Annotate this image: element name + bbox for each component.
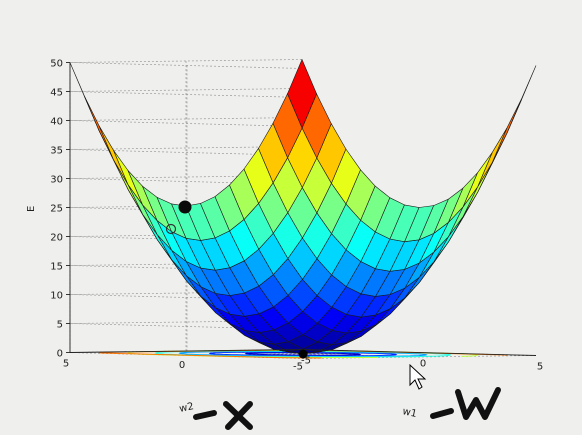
minimum-point-marker (298, 349, 308, 359)
z-tick-label: 0 (57, 349, 63, 360)
surface-patch (462, 152, 493, 208)
z-tick-label: 45 (50, 88, 63, 99)
w1-tick-label: -5 (301, 356, 311, 367)
z-axis-label: E (26, 206, 37, 212)
z-tick-label: 30 (50, 175, 63, 186)
handwritten-minus-w (430, 387, 501, 420)
z-tick-label: 35 (50, 146, 63, 157)
grid-line (69, 146, 305, 156)
grid-line (69, 88, 305, 98)
z-tick-label: 40 (50, 117, 63, 128)
surface-patch (477, 128, 508, 188)
markers (165, 200, 308, 359)
surface-patch (98, 125, 129, 185)
grid-line (69, 59, 305, 69)
grid-line (69, 117, 305, 127)
filled-point-marker (178, 200, 192, 214)
surface-patch (492, 98, 522, 163)
grid-line (69, 175, 305, 185)
mouse-pointer-icon (409, 363, 427, 390)
z-tick-label: 5 (57, 320, 63, 331)
w2-tick-label: 5 (63, 359, 69, 370)
z-tick-label: 25 (50, 204, 63, 215)
w1-axis-line (301, 349, 537, 356)
mouse-pointer-icon (409, 363, 427, 390)
w1-axis-label: w1 (401, 406, 418, 420)
w2-tick-label: 0 (179, 360, 185, 371)
z-tick-label: 10 (50, 291, 63, 302)
z-tick-label: 15 (50, 262, 63, 273)
handwritten-annotations (193, 387, 501, 430)
hollow-point-marker (165, 223, 177, 235)
handwritten-minus-x (193, 401, 253, 430)
contour-line (244, 352, 362, 356)
w2-tick-label: -5 (293, 362, 303, 373)
w1-tick-label: 0 (420, 359, 426, 370)
contour-line (208, 351, 398, 357)
surface-patch (287, 58, 317, 129)
z-tick-label: 20 (50, 233, 63, 244)
surface-mesh (69, 58, 537, 355)
w1-tick-label: 5 (537, 362, 543, 373)
grid-line (69, 320, 305, 330)
z-tick-label: 50 (50, 59, 63, 70)
w2-axis-line (69, 349, 303, 353)
w2-axis-label: w2 (178, 401, 195, 415)
